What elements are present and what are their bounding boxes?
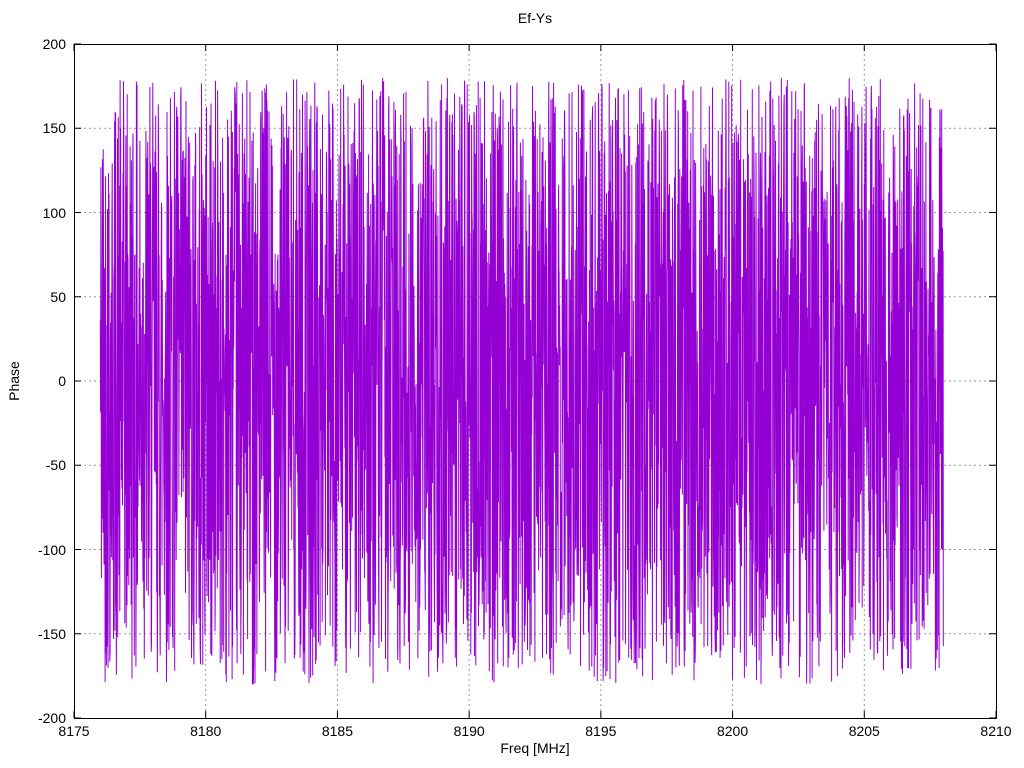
x-tick-label: 8185 [321,723,353,739]
y-tick-label: -200 [37,710,66,726]
x-tick-label: 8175 [58,723,90,739]
x-tick-label: 8195 [585,723,617,739]
x-tick-label: 8180 [190,723,222,739]
x-tick-label: 8205 [848,723,880,739]
x-axis-title: Freq [MHz] [500,740,570,756]
series-path-ef-ys [99,77,944,685]
chart-title: Ef-Ys [517,10,553,26]
y-tick-label: -150 [37,625,66,642]
y-tick-label: -100 [37,541,66,558]
y-tick-label: 150 [42,120,66,137]
data-series-line [99,77,944,685]
x-tick-label: 8210 [980,723,1012,739]
y-tick-label: 0 [58,373,66,389]
plot-border [74,44,997,719]
y-tick-label: 200 [42,36,66,52]
y-tick-label: 100 [42,204,66,221]
x-tick-label: 8190 [453,723,485,739]
y-tick-label: 50 [50,288,66,305]
x-tick-label: 8200 [716,723,749,739]
y-tick-label: -50 [45,457,66,474]
